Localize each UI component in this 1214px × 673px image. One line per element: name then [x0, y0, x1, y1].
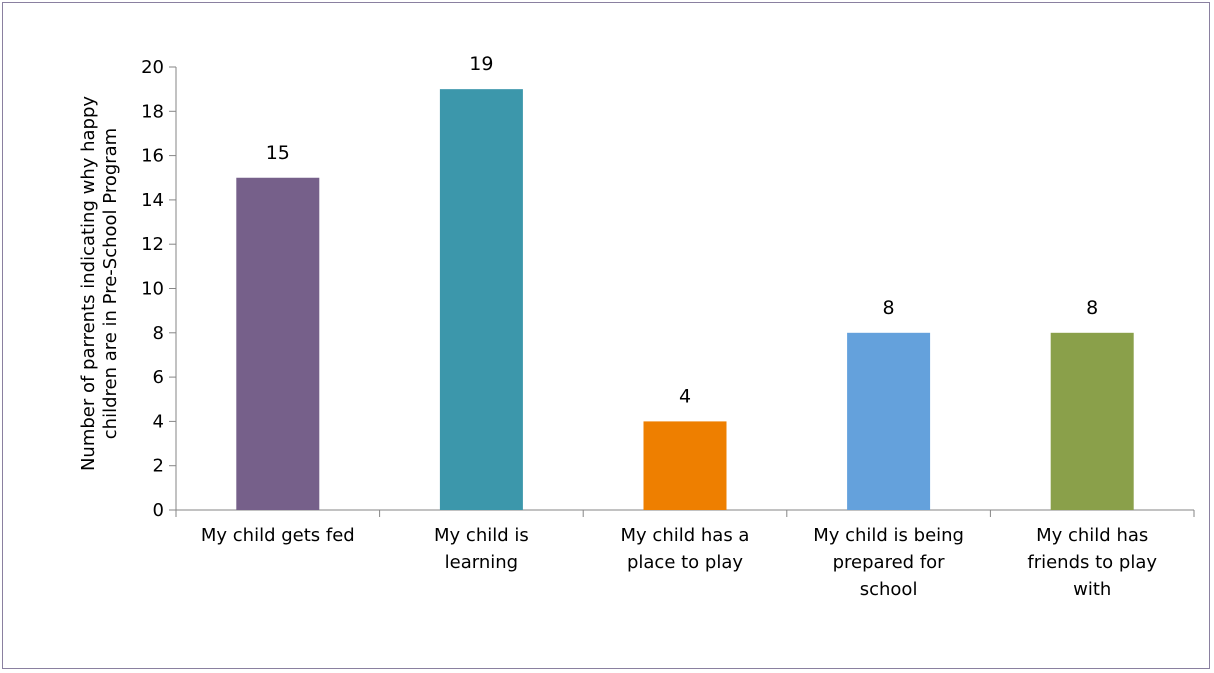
x-category-label-line: My child is being	[813, 525, 964, 546]
bars-group: 15 19 4 8 8	[236, 53, 1134, 511]
x-category-label-line: school	[860, 579, 918, 600]
y-tick-label: 8	[153, 323, 164, 344]
x-category-label-line: with	[1073, 579, 1111, 600]
y-tick-label: 2	[153, 456, 164, 477]
y-tick-label: 6	[153, 367, 164, 388]
x-category-label-line: friends to play	[1027, 552, 1157, 573]
bar	[847, 332, 931, 510]
y-axis-title: Number of parrents indicating why happyc…	[78, 96, 121, 471]
data-label: 15	[266, 142, 290, 164]
y-tick-label: 20	[141, 57, 164, 78]
bar	[1050, 332, 1134, 510]
x-category-label: My child has friends to play with	[1027, 525, 1157, 600]
y-axis-title-line: Number of parrents indicating why happy	[78, 96, 99, 471]
y-axis-title-line: children are in Pre-School Program	[100, 128, 121, 439]
y-tick-label: 18	[141, 101, 164, 122]
x-category-label-line: prepared for	[833, 552, 946, 573]
y-tick-label: 10	[141, 279, 164, 300]
y-tick-label: 14	[141, 190, 164, 211]
x-category-label: My child gets fed	[201, 525, 355, 546]
x-category-label: My child has a place to play	[621, 525, 750, 573]
bar	[643, 421, 727, 510]
x-category-label-line: My child has	[1036, 525, 1148, 546]
x-category-label-line: My child has a	[621, 525, 750, 546]
y-axis: 0 2 4 6 8 10 12 14 16 18 20	[141, 57, 177, 521]
data-label: 4	[679, 385, 691, 407]
x-category-label: My child is learning	[434, 525, 529, 573]
y-tick-label: 16	[141, 146, 164, 167]
data-label: 8	[883, 297, 895, 319]
x-category-label-line: learning	[445, 552, 518, 573]
x-category-label-line: My child is	[434, 525, 529, 546]
x-category-label-line: place to play	[627, 552, 743, 573]
bar	[236, 177, 320, 510]
y-tick-label: 4	[153, 411, 164, 432]
x-category-label-line: My child gets fed	[201, 525, 355, 546]
y-tick-label: 0	[153, 500, 164, 521]
x-category-label: My child is being prepared for school	[813, 525, 964, 600]
data-label: 19	[469, 53, 493, 75]
y-tick-label: 12	[141, 234, 164, 255]
bar	[439, 89, 523, 511]
data-label: 8	[1086, 297, 1098, 319]
